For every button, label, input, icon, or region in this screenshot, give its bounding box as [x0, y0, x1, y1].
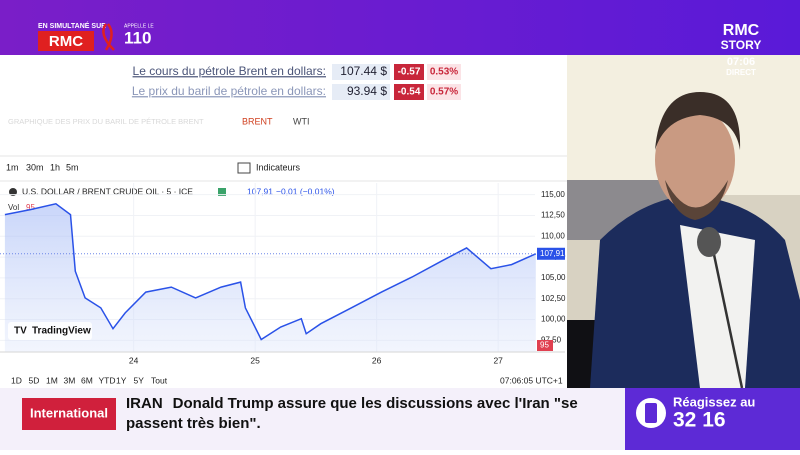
vol-label: Vol [8, 203, 19, 212]
interval[interactable]: 1h [50, 162, 60, 172]
change-box [394, 64, 424, 80]
section-tag [22, 398, 116, 430]
y-tick-label: 100,00 [541, 315, 566, 324]
x-tick-label: 25 [250, 355, 260, 365]
presenter-beard [665, 180, 728, 220]
price-tag: 107,91 [540, 249, 565, 258]
y-tick-label: 115,00 [541, 190, 565, 199]
cta: Réagissez au [673, 394, 755, 409]
interval[interactable]: 30m [26, 162, 44, 172]
brand-name: RMC [723, 22, 760, 39]
simulcast: EN SIMULTANÉ SUR [38, 21, 106, 30]
watermark-bg [8, 322, 92, 340]
x-tick-label: 24 [129, 355, 139, 365]
area [4, 203, 536, 352]
watermark: TradingView [32, 326, 91, 337]
price-percent: 0.53% [430, 67, 458, 78]
symbol-name: U.S. DOLLAR / BRENT CRUDE OIL · 5 · ICE [22, 186, 193, 196]
phone-icon [645, 403, 657, 423]
headline-box: IRAN Donald Trump assure que les discussi… [126, 394, 621, 434]
price-change: −0,01 (−0,01%) [276, 186, 335, 196]
presenter-shirt [680, 225, 755, 388]
range-button[interactable]: Tout [151, 375, 168, 385]
y-tick-label: 97,50 [541, 335, 562, 344]
x-tick-label: 26 [372, 355, 382, 365]
range-button[interactable]: 5D [29, 375, 40, 385]
range-button[interactable]: YTD [99, 375, 116, 385]
call-number: 110 [124, 28, 151, 47]
live-label: DIRECT [726, 68, 756, 77]
y-tick-label: 105,00 [541, 273, 566, 282]
price-box [332, 64, 390, 80]
live-time: 07:06 [727, 56, 755, 68]
tab[interactable]: BRENT [242, 116, 273, 126]
section: International [30, 405, 108, 420]
price-change: -0.54 [398, 87, 421, 98]
presenter-hair [655, 92, 741, 150]
range-button[interactable]: 5Y [134, 375, 145, 385]
percent-box [427, 64, 461, 80]
price-line [4, 202, 537, 341]
radio-logo [38, 31, 94, 51]
indicators[interactable]: Indicateurs [256, 162, 301, 172]
last-price: 107,91 [247, 186, 273, 196]
headline-text: IRAN Donald Trump assure que les discussi… [126, 394, 621, 434]
price-box [332, 84, 390, 100]
range-button[interactable]: 3M [64, 375, 76, 385]
range-button[interactable]: 6M [81, 375, 93, 385]
range-button[interactable]: 1M [46, 375, 58, 385]
price-label: Le prix du baril de pétrole en dollars: [132, 84, 326, 98]
y-tick-label: 110,00 [541, 231, 565, 240]
brand-sub: STORY [721, 38, 762, 52]
price-value: 107.44 $ [340, 64, 387, 78]
ribbon [102, 23, 115, 51]
mic [697, 227, 721, 257]
price-tag-bg [537, 247, 565, 260]
y-tick-label: 112,50 [541, 211, 565, 220]
vol-value: 95 [26, 203, 35, 212]
symbol-icon [9, 188, 17, 196]
tab[interactable]: WTI [293, 116, 310, 126]
price-percent: 0.57% [430, 87, 458, 98]
watermark-logo: TV [14, 326, 27, 337]
presenter-face [655, 108, 735, 212]
radio-name: RMC [49, 33, 83, 50]
clock: 07:06:05 UTC+1 [500, 375, 563, 385]
topic: IRAN [126, 395, 163, 412]
vol-tag-bg [537, 340, 553, 351]
interval[interactable]: 1m [6, 162, 19, 172]
phone: 32 16 [673, 409, 726, 432]
headline: Donald Trump assure que les discussions … [126, 395, 578, 432]
status-icon [218, 188, 226, 196]
range-button[interactable]: 1Y [116, 375, 127, 385]
x-tick-label: 27 [493, 355, 503, 365]
change-box [394, 84, 424, 100]
price-change: -0.57 [398, 67, 421, 78]
interval[interactable]: 5m [66, 162, 79, 172]
mic-stand [710, 244, 744, 389]
y-tick-label: 102,50 [541, 294, 566, 303]
price-value: 93.94 $ [347, 84, 387, 98]
price-label: Le cours du pétrole Brent en dollars: [133, 64, 326, 78]
percent-box [427, 84, 461, 100]
indicators-icon [237, 162, 251, 174]
tabs-heading: GRAPHIQUE DES PRIX DU BARIL DE PÉTROLE B… [8, 117, 204, 126]
range-button[interactable]: 1D [11, 375, 22, 385]
vol-tag: 95 [540, 341, 549, 350]
top-bar [0, 0, 800, 55]
call-tag: APPELLE LE [124, 23, 154, 29]
